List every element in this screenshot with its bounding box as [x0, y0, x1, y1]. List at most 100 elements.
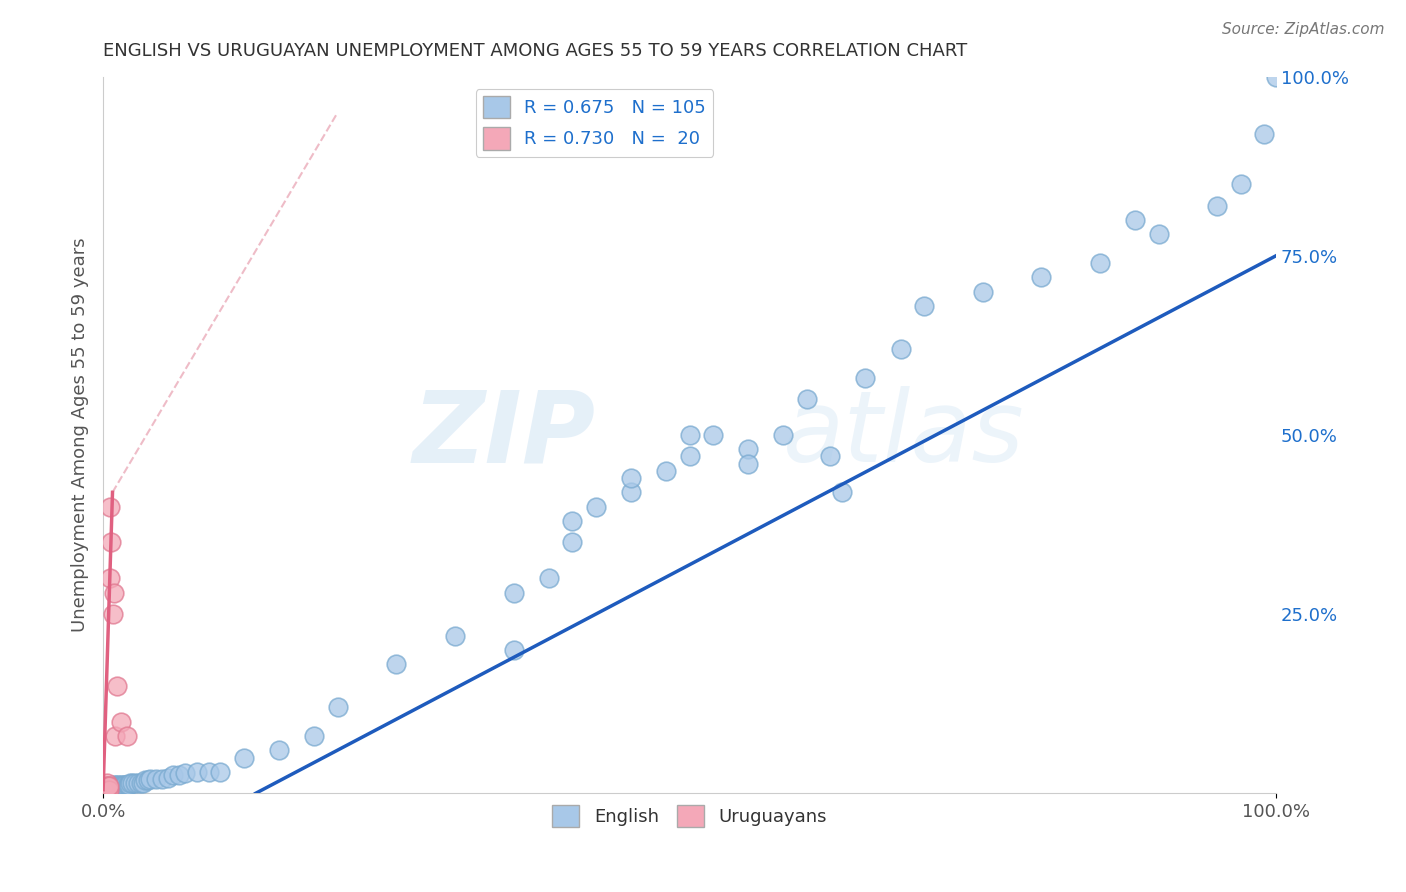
Point [912, 299, 935, 313]
Point [96, 782, 118, 797]
Point [101, 778, 124, 792]
Point [101, 780, 124, 795]
Text: ENGLISH VS URUGUAYAN UNEMPLOYMENT AMONG AGES 55 TO 59 YEARS CORRELATION CHART: ENGLISH VS URUGUAYAN UNEMPLOYMENT AMONG … [103, 42, 967, 60]
Point [98, 779, 121, 793]
Point [93, 779, 115, 793]
Point [97, 779, 120, 793]
Point [110, 779, 132, 793]
Point [93, 782, 115, 797]
Text: ZIP: ZIP [413, 386, 596, 483]
Point [585, 500, 607, 514]
Point [97, 779, 120, 793]
Point [129, 775, 152, 789]
Point [104, 778, 127, 792]
Point [820, 450, 842, 464]
Point [105, 679, 128, 693]
Point [972, 285, 994, 299]
Point [108, 779, 131, 793]
Point [96, 775, 118, 789]
Point [94, 782, 117, 797]
Point [114, 778, 136, 792]
Point [94, 782, 117, 797]
Point [267, 743, 290, 757]
Point [100, 779, 122, 793]
Point [103, 585, 125, 599]
Point [444, 629, 467, 643]
Point [1253, 127, 1275, 141]
Point [98, 779, 121, 793]
Point [96, 782, 118, 797]
Point [174, 766, 197, 780]
Point [105, 778, 128, 792]
Point [93, 780, 115, 795]
Point [98, 571, 121, 585]
Point [98, 779, 121, 793]
Point [1147, 227, 1170, 242]
Point [98, 780, 121, 795]
Point [655, 464, 678, 478]
Point [302, 729, 325, 743]
Point [385, 657, 408, 672]
Point [98, 780, 121, 795]
Point [98, 779, 121, 793]
Point [98, 500, 121, 514]
Point [103, 780, 125, 795]
Point [98, 782, 121, 797]
Point [100, 782, 122, 797]
Point [620, 485, 643, 500]
Point [890, 342, 912, 356]
Point [118, 778, 141, 792]
Point [94, 779, 117, 793]
Point [97, 780, 120, 795]
Point [139, 772, 162, 786]
Point [209, 764, 232, 779]
Point [796, 392, 818, 406]
Point [150, 772, 173, 786]
Point [101, 779, 124, 793]
Point [94, 782, 117, 797]
Point [97, 782, 120, 797]
Point [96, 780, 118, 795]
Point [110, 714, 132, 729]
Point [831, 485, 853, 500]
Point [1123, 213, 1146, 227]
Point [105, 779, 128, 793]
Point [101, 607, 124, 622]
Point [702, 428, 724, 442]
Point [96, 782, 118, 797]
Point [678, 450, 700, 464]
Point [737, 442, 759, 457]
Point [94, 779, 117, 793]
Point [111, 778, 134, 792]
Legend: English, Uruguayans: English, Uruguayans [546, 798, 834, 835]
Point [105, 779, 128, 793]
Point [120, 775, 142, 789]
Point [537, 571, 560, 585]
Point [93, 782, 115, 797]
Point [145, 772, 167, 786]
Point [1206, 199, 1229, 213]
Point [169, 768, 191, 782]
Point [136, 773, 159, 788]
Point [107, 778, 129, 792]
Point [100, 535, 122, 549]
Point [1229, 177, 1251, 191]
Point [502, 643, 524, 657]
Point [112, 778, 135, 792]
Point [107, 779, 129, 793]
Point [96, 779, 118, 793]
Point [502, 585, 524, 599]
Point [121, 775, 143, 789]
Point [1088, 256, 1111, 270]
Point [1265, 70, 1288, 84]
Point [737, 457, 759, 471]
Point [94, 780, 117, 795]
Point [124, 775, 146, 789]
Y-axis label: Unemployment Among Ages 55 to 59 years: Unemployment Among Ages 55 to 59 years [72, 237, 89, 632]
Point [855, 370, 877, 384]
Point [561, 535, 583, 549]
Point [1031, 270, 1053, 285]
Point [162, 768, 184, 782]
Point [104, 729, 127, 743]
Point [98, 782, 121, 797]
